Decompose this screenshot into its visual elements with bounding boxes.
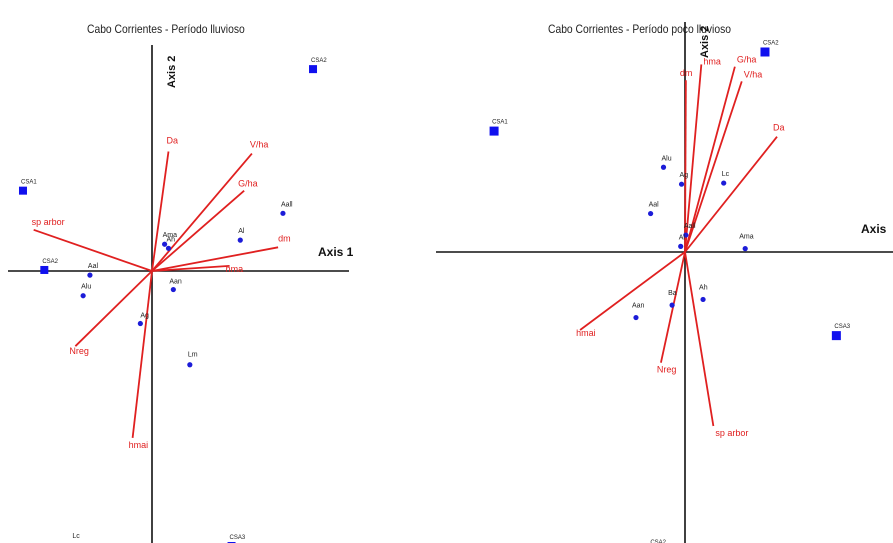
plot-label: CSA2 — [650, 540, 666, 543]
site-point — [237, 237, 243, 243]
site-point — [137, 320, 143, 327]
site-label: Al — [238, 228, 245, 235]
chart-title: Cabo Corrientes - Período lluvioso — [87, 22, 245, 36]
site-label: Aall — [684, 223, 696, 230]
y-axis-label: Axis 2 — [699, 26, 711, 58]
site-label: Aan — [169, 279, 182, 286]
vector-arrow — [151, 264, 230, 272]
site-label: Aan — [632, 303, 645, 310]
site-point — [648, 210, 654, 217]
vector-label: hma — [226, 264, 244, 274]
site-point — [721, 180, 727, 186]
plot-label: CSA1 — [21, 180, 37, 186]
vector-arrow — [151, 189, 245, 272]
plot-label: CSA2 — [763, 40, 779, 46]
site-point — [162, 241, 168, 247]
site-point — [80, 293, 86, 299]
vector-label: Da — [773, 123, 785, 133]
vector-arrow — [33, 228, 153, 272]
site-label: Alu — [81, 284, 91, 291]
vector-label: hmai — [129, 440, 149, 450]
vector-label: sp arbor — [32, 217, 65, 227]
site-point — [165, 245, 172, 251]
vector-label: V/ha — [250, 140, 269, 150]
plot-label: CSA3 — [834, 324, 850, 330]
vector-label: dm — [680, 68, 693, 78]
y-axis-label: Axis 2 — [166, 56, 178, 88]
vector-label: sp arbor — [715, 428, 748, 438]
site-label: Al — [679, 234, 686, 241]
site-point — [742, 246, 748, 252]
plot-label: CSA3 — [230, 535, 246, 541]
vector-label: G/ha — [737, 55, 757, 65]
x-axis-label: Axis — [861, 222, 887, 236]
site-label: Ag — [680, 172, 689, 179]
biplot-right: Cabo Corrientes - Período poco lluvioso … — [436, 0, 893, 543]
vector-arrow — [684, 80, 687, 253]
vector-arrow — [74, 270, 153, 347]
vector-arrow — [684, 66, 736, 253]
plot-label: CSA2 — [311, 58, 327, 64]
vector-label: V/ha — [744, 69, 763, 79]
plot-square — [760, 47, 770, 57]
site-point — [683, 232, 689, 238]
site-label: Ag — [140, 313, 149, 320]
site-label: Ba — [668, 290, 677, 297]
vector-arrow — [151, 151, 170, 272]
site-label: Lc — [722, 171, 730, 178]
site-point — [678, 181, 685, 187]
plot-square — [489, 126, 499, 136]
vector-arrow — [151, 152, 253, 272]
plot-square — [309, 65, 318, 74]
vector-label: hma — [703, 56, 721, 66]
site-point — [669, 302, 675, 308]
site-point — [280, 210, 286, 216]
site-label: Ah — [166, 236, 175, 243]
site-label: Lm — [188, 352, 198, 359]
plot-label: CSA1 — [492, 120, 508, 126]
site-label: Alu — [662, 155, 672, 162]
vector-arrow — [684, 64, 703, 253]
vector-arrow — [684, 81, 743, 253]
vector-arrow — [151, 246, 279, 272]
site-point — [170, 286, 176, 293]
vector-label: hmai — [576, 328, 596, 338]
biplot-left-svg: Axis 1 Axis 2 sp arbor Da V/ha G/ha dm hma Nreg h… — [8, 45, 354, 543]
site-point — [633, 314, 639, 321]
vector-arrow — [684, 251, 715, 427]
vector-label: Nreg — [69, 346, 89, 356]
site-point — [700, 296, 706, 303]
site-label: Ah — [699, 284, 708, 291]
vector-arrow — [579, 251, 686, 331]
site-label: Lc — [72, 533, 80, 540]
vector-label: Da — [166, 136, 178, 146]
biplot-left: Cabo Corrientes - Período lluvioso Axis … — [0, 0, 446, 543]
site-label: Aal — [88, 263, 99, 270]
site-label: Ama — [163, 232, 178, 239]
vector-label: dm — [278, 233, 291, 243]
vector-arrow — [684, 136, 778, 253]
site-point — [678, 243, 684, 249]
vector-label: G/ha — [238, 179, 258, 189]
site-label: Ama — [739, 234, 754, 241]
plot-square — [831, 331, 841, 341]
vector-label: Nreg — [657, 365, 677, 375]
site-point — [660, 164, 667, 170]
site-label: Aall — [281, 201, 293, 208]
x-axis-label: Axis 1 — [318, 245, 354, 259]
site-point — [187, 362, 193, 368]
plot-square — [40, 265, 49, 274]
site-point — [87, 272, 93, 278]
plot-square — [18, 186, 27, 195]
site-label: Aal — [649, 202, 660, 209]
vector-arrow — [131, 270, 153, 438]
plot-label: CSA2 — [42, 259, 58, 265]
